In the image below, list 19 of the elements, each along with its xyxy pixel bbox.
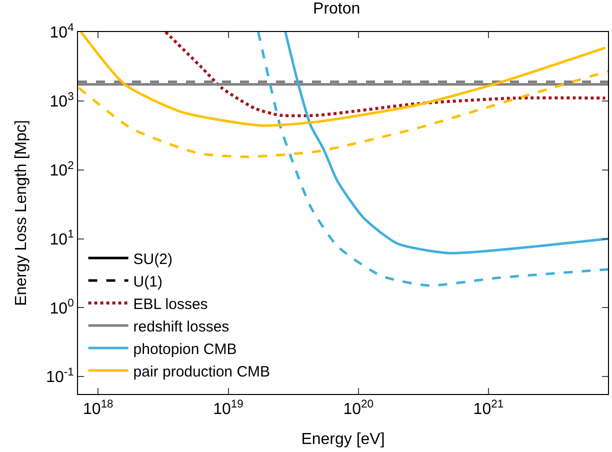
y-axis-title: Energy Loss Length [Mpc] <box>12 120 30 306</box>
y-tick-label: 10$^{1}$ <box>50 228 74 248</box>
legend-label: EBL losses <box>133 296 208 313</box>
y-tick-label: 10$^{3}$ <box>50 90 74 111</box>
legend-label: SU(2) <box>133 250 172 268</box>
y-tick-label: 10$^{0}$ <box>50 298 74 318</box>
x-axis-title: Energy [eV] <box>301 430 385 448</box>
x-tick-label: 10$^{18}$ <box>83 398 114 418</box>
y-tick-label: 10$^{-1}$ <box>46 366 74 386</box>
legend-label: pair production CMB <box>133 363 270 380</box>
y-tick-label: 10$^{2}$ <box>50 160 74 180</box>
x-tick-label: 10$^{19}$ <box>213 398 244 418</box>
legend-label: redshift losses <box>133 318 230 336</box>
legend-label: photopion CMB <box>133 340 237 358</box>
chart-title: Proton <box>313 0 360 18</box>
x-tick-label: 10$^{21}$ <box>473 398 504 418</box>
y-tick-label: 10$^{4}$ <box>50 22 74 42</box>
legend-label: U(1) <box>133 273 162 290</box>
x-tick-label: 10$^{20}$ <box>343 398 374 418</box>
